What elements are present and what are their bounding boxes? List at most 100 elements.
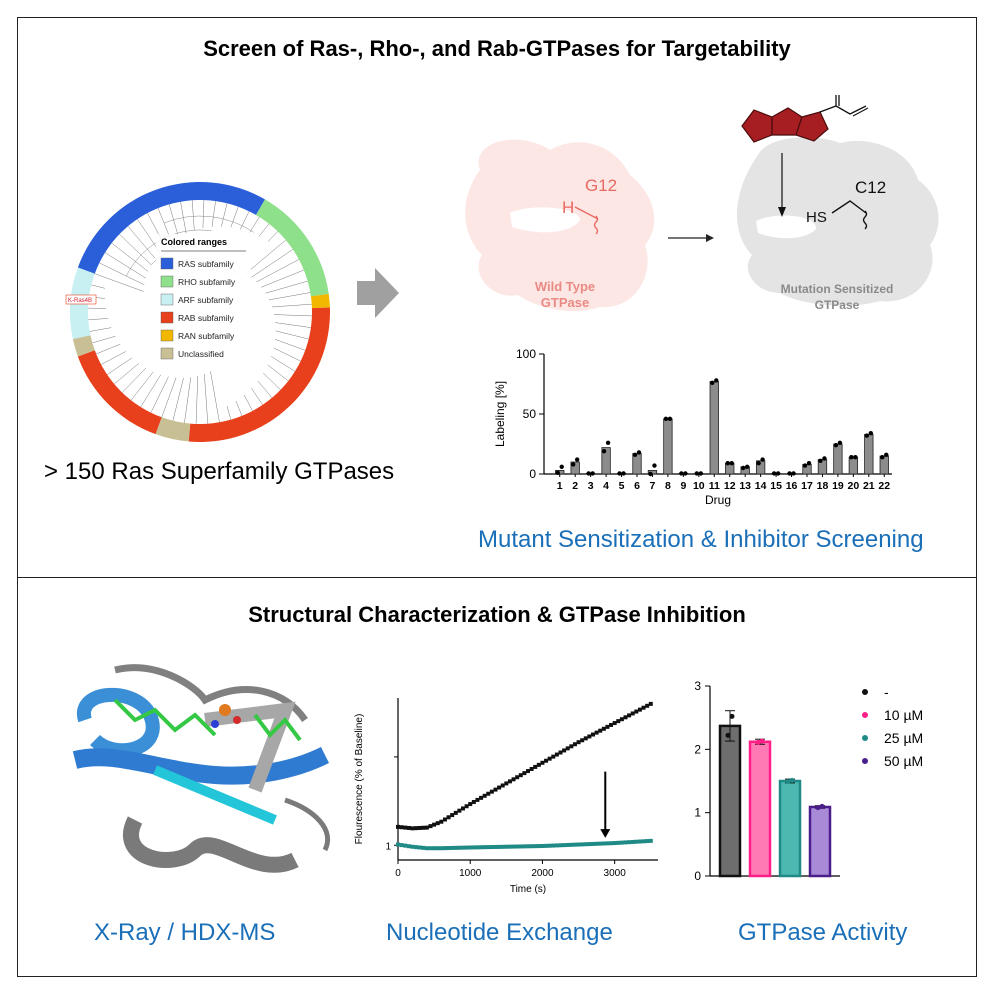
x-tick-label: 9 <box>680 480 686 492</box>
series-point <box>497 844 502 849</box>
data-point <box>555 470 560 475</box>
series-point <box>507 779 512 784</box>
series-point <box>558 843 563 848</box>
series-point <box>417 845 422 850</box>
series-point <box>634 839 639 844</box>
ring-segment <box>310 293 330 309</box>
data-point <box>601 449 607 454</box>
series-point <box>479 845 484 850</box>
branch <box>130 371 154 401</box>
wt-atom-label: H <box>562 198 574 217</box>
tree-legend-label: ARF subfamily <box>178 295 234 305</box>
mut-atom-label: HS <box>806 209 827 226</box>
bar <box>848 456 859 475</box>
legend-label: 10 µM <box>884 707 923 723</box>
tree-legend-title: Colored ranges <box>161 237 227 247</box>
tree-legend-label: RAN subfamily <box>178 331 235 341</box>
series-point <box>439 846 444 851</box>
x-tick-label: 1 <box>557 480 563 492</box>
branch <box>275 330 309 340</box>
series-point <box>500 844 505 849</box>
data-point <box>617 471 622 476</box>
series-point <box>471 845 476 850</box>
series-inhibited <box>396 838 653 851</box>
data-point <box>880 455 885 460</box>
data-point <box>759 738 765 744</box>
branch <box>256 259 300 283</box>
y-tick-label: 1 <box>385 841 391 852</box>
branch <box>202 200 205 229</box>
branch <box>221 203 228 227</box>
series-point <box>591 841 595 846</box>
series-point <box>511 777 516 782</box>
x-tick-label: 3000 <box>604 868 627 879</box>
series-point <box>554 843 559 848</box>
nucleotide-exchange-chart: 1 0 1000 2000 3000 Time (s) Flourescence (% of… <box>354 698 658 895</box>
series-point <box>565 842 570 847</box>
ring-segment <box>72 335 95 357</box>
y-tick-label: 0 <box>694 869 701 883</box>
data-point <box>775 471 781 476</box>
wt-residue-label: G12 <box>585 176 617 195</box>
ring-segment <box>77 182 265 274</box>
x-tick-label: 21 <box>863 480 875 492</box>
data-point <box>787 471 792 476</box>
branch <box>251 388 263 405</box>
tree-legend-swatch <box>160 275 174 288</box>
series-point <box>450 845 455 850</box>
data-point <box>698 471 704 476</box>
inhibition-arrow-head <box>600 829 611 838</box>
series-point <box>583 842 588 847</box>
data-point <box>729 461 734 466</box>
x-tick-label: 11 <box>709 480 720 492</box>
series-point <box>435 821 440 826</box>
series-point <box>605 841 610 846</box>
series-point <box>428 824 433 829</box>
inhibitor-molecule: O <box>741 95 869 143</box>
data-point <box>586 471 591 476</box>
series-point <box>594 730 599 735</box>
branch <box>88 318 109 321</box>
y-axis-label: Labeling [%] <box>493 381 507 447</box>
series-point <box>533 764 538 769</box>
series-point <box>468 802 473 807</box>
series-point <box>572 742 577 747</box>
branch <box>195 375 199 424</box>
data-point <box>605 440 611 445</box>
mutant-pocket <box>756 215 817 239</box>
mut-label-line2: GTPase <box>815 298 860 312</box>
branch <box>245 239 286 274</box>
data-point <box>853 455 858 460</box>
wt-label-line2: GTPase <box>541 295 589 310</box>
series-point <box>497 785 502 790</box>
series-point <box>526 769 530 774</box>
activity-bar <box>778 779 802 878</box>
branch <box>251 249 293 278</box>
series-uninhibited <box>396 701 653 831</box>
data-point <box>636 450 642 455</box>
series-point <box>504 781 509 786</box>
branch <box>275 339 306 351</box>
series-point <box>406 825 411 830</box>
data-point <box>574 457 580 462</box>
series-point <box>598 841 603 846</box>
series-point <box>544 843 549 848</box>
series-point <box>399 825 404 830</box>
tree-legend-label: RAB subfamily <box>178 313 234 323</box>
branch <box>122 367 146 393</box>
x-tick-label: 22 <box>878 480 890 492</box>
data-point <box>710 380 715 385</box>
series-point <box>486 845 491 850</box>
branch <box>184 377 192 423</box>
mut-wavy-bond <box>862 210 868 230</box>
series-point <box>580 842 585 847</box>
x-tick-label: 3 <box>588 480 594 492</box>
mutant-protein-blob <box>736 137 939 306</box>
branch <box>172 377 184 421</box>
x-tick-label: 18 <box>817 480 829 492</box>
data-point <box>725 461 730 466</box>
data-point <box>837 440 843 445</box>
x-tick-label: 12 <box>724 480 736 492</box>
wt-bond <box>574 206 599 220</box>
series-point <box>619 717 624 722</box>
